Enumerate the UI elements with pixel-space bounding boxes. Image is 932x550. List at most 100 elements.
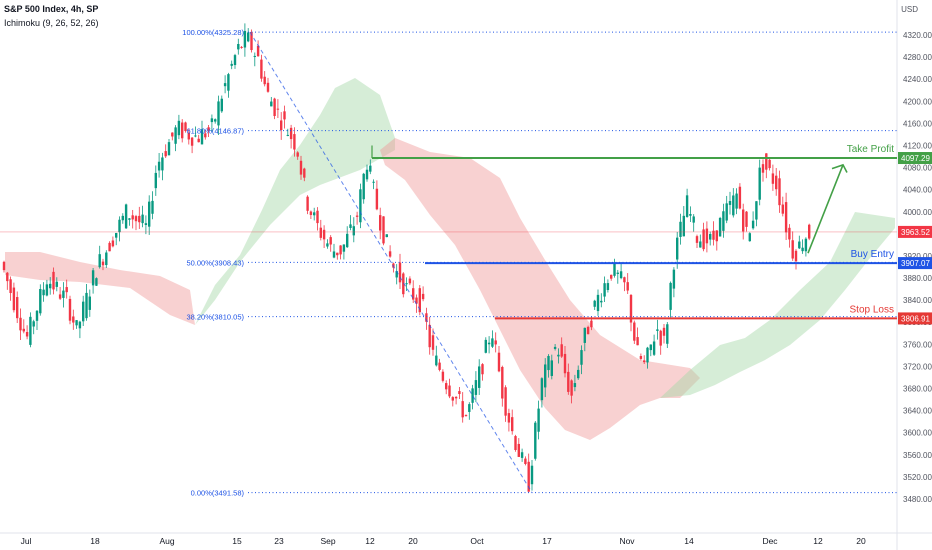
candle-body	[672, 269, 676, 289]
time-tick-label: 12	[813, 536, 823, 546]
candle-body	[355, 215, 359, 217]
price-tick-label: 4160.00	[903, 119, 932, 128]
candle-body	[590, 320, 593, 328]
candle-body	[402, 273, 405, 295]
indicator-label: Ichimoku (9, 26, 52, 26)	[4, 18, 99, 28]
candle-body	[332, 251, 336, 258]
candle-body	[507, 413, 511, 423]
candle-body	[217, 101, 220, 126]
candle-body	[260, 59, 263, 79]
candle-body	[22, 328, 25, 332]
candle-body	[385, 234, 388, 238]
candle-body	[560, 344, 563, 357]
candle-body	[788, 227, 791, 240]
candle-body	[633, 322, 636, 341]
level-tag-take-profit-bg	[898, 152, 932, 165]
candle-body	[745, 211, 748, 227]
price-tick-label: 4280.00	[903, 53, 932, 62]
level-tag-stop-loss-bg	[898, 312, 932, 325]
candle-body	[715, 230, 718, 242]
time-tick-label: Oct	[470, 536, 484, 546]
candle-body	[718, 217, 722, 237]
candle-body	[148, 201, 151, 227]
candle-body	[692, 216, 695, 223]
candle-body	[504, 387, 507, 416]
candle-body	[299, 160, 303, 175]
candle-body	[583, 327, 586, 343]
price-tick-label: 3920.00	[903, 252, 932, 261]
time-tick-label: 18	[90, 536, 100, 546]
candle-body	[709, 233, 712, 240]
candle-body	[537, 408, 540, 432]
candle-body	[755, 201, 758, 220]
candle-body	[263, 76, 266, 85]
candle-body	[52, 271, 55, 290]
candle-body	[313, 212, 316, 216]
candle-body	[16, 297, 19, 319]
level-label-buy-entry: Buy Entry	[851, 249, 894, 260]
candle-body	[666, 324, 669, 344]
candle-body	[728, 201, 732, 205]
candle-body	[105, 252, 108, 266]
candle-body	[699, 241, 702, 248]
candle-body	[623, 277, 626, 283]
candle-body	[471, 388, 474, 403]
current-price-tag: 3963.52	[901, 228, 930, 237]
candle-body	[451, 397, 454, 401]
candle-body	[296, 152, 299, 157]
candle-body	[157, 161, 161, 171]
candle-body	[12, 287, 16, 311]
candle-body	[474, 380, 478, 395]
level-tag-take-profit: 4097.29	[901, 154, 930, 163]
candle-body	[550, 360, 553, 376]
candle-body	[309, 211, 313, 215]
price-tick-label: 3840.00	[903, 296, 932, 305]
candle-body	[32, 321, 35, 327]
candle-body	[596, 294, 600, 312]
candle-body	[194, 135, 197, 137]
candle-body	[405, 283, 408, 285]
fib-label-1: 61.80%(4146.87)	[186, 127, 244, 136]
candle-body	[6, 272, 9, 282]
fib-trend-line	[249, 31, 533, 493]
candle-body	[461, 401, 464, 418]
candle-body	[82, 301, 85, 322]
level-tag-buy-entry-bg	[898, 257, 932, 270]
candle-body	[124, 204, 128, 229]
candle-body	[705, 228, 709, 244]
candle-body	[190, 137, 194, 146]
candle-body	[662, 327, 666, 336]
candle-body	[181, 122, 184, 139]
candle-body	[91, 270, 95, 286]
candle-body	[445, 383, 448, 390]
candle-body	[606, 283, 610, 291]
candle-body	[748, 233, 751, 242]
candle-body	[563, 353, 567, 374]
candle-body	[398, 262, 402, 283]
time-tick-label: 15	[232, 536, 242, 546]
candle-body	[266, 82, 270, 92]
candle-body	[362, 173, 365, 200]
candle-body	[395, 271, 398, 278]
candle-body	[501, 366, 504, 399]
candle-body	[685, 195, 689, 217]
candle-body	[712, 230, 715, 240]
candle-body	[223, 83, 227, 87]
candle-body	[656, 329, 659, 331]
candle-body	[514, 436, 517, 450]
candle-body	[111, 240, 115, 247]
candle-body	[448, 385, 451, 397]
candle-body	[702, 229, 705, 250]
candle-body	[468, 404, 471, 412]
candle-body	[573, 383, 577, 388]
candle-body	[359, 189, 362, 223]
candle-body	[306, 196, 309, 211]
candle-body	[339, 245, 342, 255]
candle-body	[220, 98, 223, 112]
candle-body	[270, 101, 273, 107]
candle-body	[679, 221, 682, 237]
candle-body	[616, 272, 619, 274]
candle-body	[256, 45, 260, 57]
candle-body	[286, 134, 289, 136]
